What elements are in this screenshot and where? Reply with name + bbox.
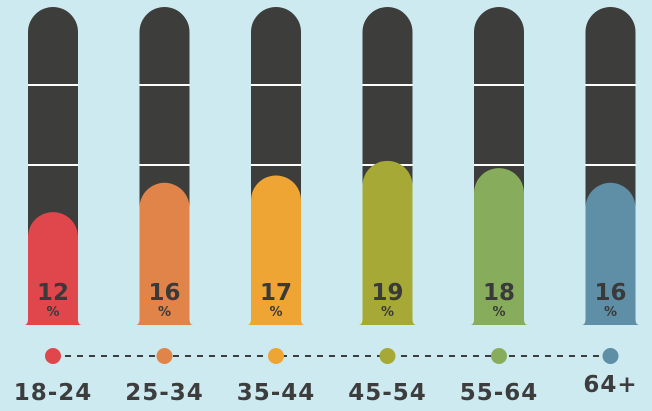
bar-45-54: [358, 160, 417, 325]
bar-55-64: [470, 168, 528, 325]
bar-64+: [581, 182, 640, 325]
value-label-35-44: 17: [260, 280, 292, 306]
bar-18-24: [24, 212, 82, 325]
value-suffix-18-24: %: [46, 305, 59, 320]
value-suffix-45-54: %: [381, 305, 394, 320]
timeline-dot-25-34: [156, 348, 173, 364]
value-suffix-25-34: %: [158, 305, 171, 320]
category-label-45-54: 45-54: [348, 380, 427, 406]
value-label-55-64: 18: [483, 280, 515, 306]
value-label-64+: 16: [594, 280, 626, 306]
bar-35-44: [247, 175, 305, 325]
category-labels: 18-24 25-34 35-44 45-54 55-64 64+: [14, 372, 637, 406]
timeline-dot-45-54: [379, 348, 396, 364]
timeline-dot-35-44: [268, 348, 284, 364]
category-label-18-24: 18-24: [14, 380, 93, 406]
value-suffix-64+: %: [604, 305, 617, 320]
value-label-25-34: 16: [148, 280, 180, 306]
timeline-dot-18-24: [45, 348, 61, 364]
value-label-18-24: 12: [37, 280, 69, 306]
bar-fills: [24, 160, 640, 325]
timeline-dot-64+: [602, 348, 619, 364]
value-suffix-35-44: %: [269, 305, 282, 320]
category-label-64+: 64+: [583, 372, 637, 398]
bar-tracks: [28, 6, 636, 325]
value-suffix-55-64: %: [492, 305, 505, 320]
timeline-dot-55-64: [491, 348, 507, 364]
category-label-55-64: 55-64: [460, 380, 539, 406]
category-label-25-34: 25-34: [125, 380, 204, 406]
category-label-35-44: 35-44: [237, 380, 316, 406]
bar-25-34: [135, 182, 194, 325]
value-labels: 12%16%17%19%18%16%: [37, 280, 627, 320]
value-label-45-54: 19: [371, 280, 403, 306]
timeline-connector: [45, 348, 619, 364]
